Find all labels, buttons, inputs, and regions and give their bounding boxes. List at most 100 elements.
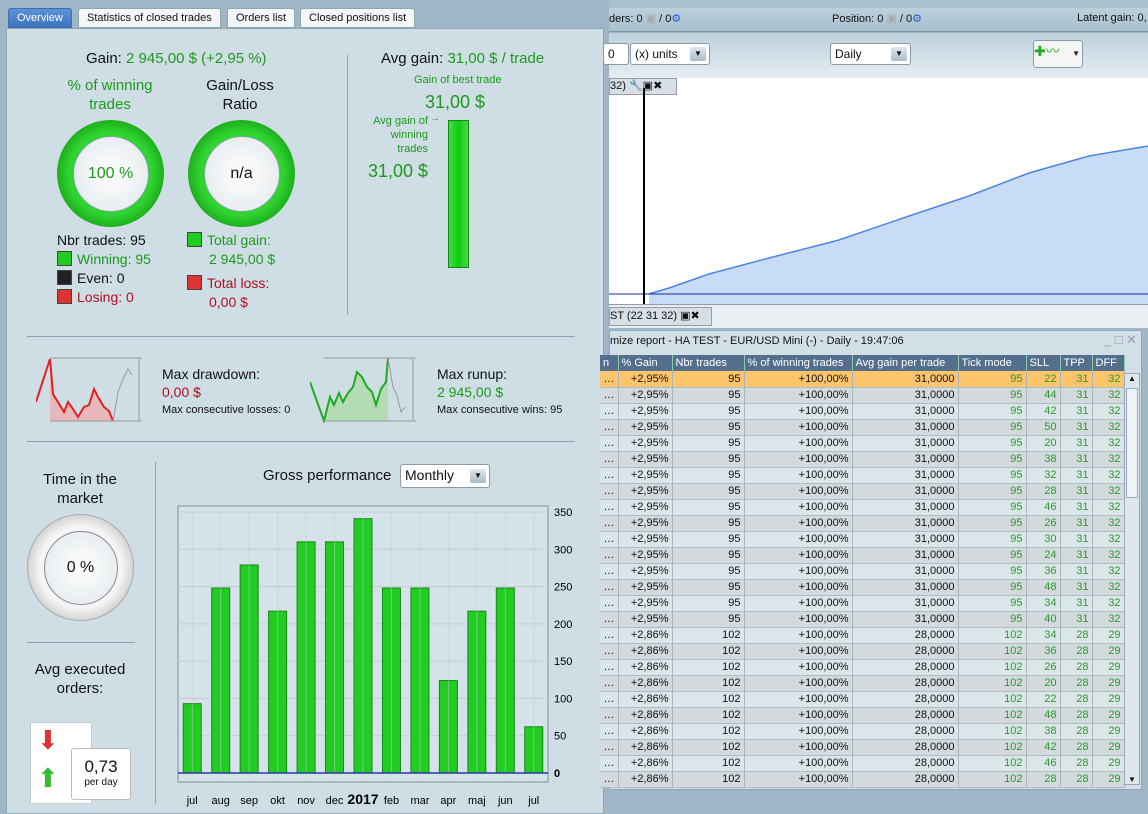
scroll-down-icon[interactable]: ▼ [1128, 775, 1136, 784]
table-cell: 31,0000 [852, 611, 959, 628]
tab-orders-list[interactable]: Orders list [227, 8, 296, 28]
x-tick-label: nov [297, 795, 315, 807]
close-icon[interactable]: ✖ [690, 310, 700, 322]
indicator-button[interactable]: ✚〰 ▼ [1033, 40, 1083, 68]
cancel-icon[interactable]: ▣ [886, 13, 897, 25]
units-value: (x) units [635, 47, 678, 61]
table-cell: … [600, 547, 619, 564]
table-cell: 32 [1092, 403, 1125, 420]
table-row[interactable]: … +2,95% 95 +100,00% 31,0000 95 34 31 32 [600, 595, 1125, 612]
table-row[interactable]: … +2,95% 95 +100,00% 31,0000 95 28 31 32 [600, 483, 1125, 500]
table-row[interactable]: … +2,95% 95 +100,00% 31,0000 95 32 31 32 [600, 467, 1125, 484]
table-row[interactable]: … +2,95% 95 +100,00% 31,0000 95 20 31 32 [600, 435, 1125, 452]
table-cell: +100,00% [744, 627, 853, 644]
table-row[interactable]: … +2,86% 102 +100,00% 28,0000 102 22 28 29 [600, 691, 1125, 708]
column-header[interactable]: TPP [1060, 355, 1093, 371]
table-cell: 29 [1092, 691, 1125, 708]
report-tab[interactable]: ST (22 31 32) ▣✖ [609, 307, 712, 326]
cancel-icon[interactable]: ▣ [645, 13, 657, 25]
table-row[interactable]: … +2,95% 95 +100,00% 31,0000 95 48 31 32 [600, 579, 1125, 596]
table-row[interactable]: … +2,95% 95 +100,00% 31,0000 95 38 31 32 [600, 451, 1125, 468]
table-cell: 34 [1026, 595, 1061, 612]
column-header[interactable]: Tick mode [958, 355, 1027, 371]
column-header[interactable]: Avg gain per trade [852, 355, 959, 371]
table-cell: 28,0000 [852, 723, 959, 740]
table-row[interactable]: … +2,86% 102 +100,00% 28,0000 102 36 28 29 [600, 643, 1125, 660]
table-row[interactable]: … +2,86% 102 +100,00% 28,0000 102 28 28 29 [600, 771, 1125, 788]
maximize-icon[interactable]: □ [1114, 332, 1123, 347]
table-row[interactable]: … +2,95% 95 +100,00% 31,0000 95 22 31 32 [600, 371, 1125, 388]
table-cell: +100,00% [744, 643, 853, 660]
table-cell: 102 [958, 675, 1027, 692]
table-cell: 95 [958, 547, 1027, 564]
table-row[interactable]: … +2,86% 102 +100,00% 28,0000 102 34 28 29 [600, 627, 1125, 644]
win-rate-gauge: 100 % [57, 120, 164, 227]
table-cell: 28 [1060, 675, 1093, 692]
wrench-icon[interactable]: 🔧 [628, 80, 643, 92]
table-row[interactable]: … +2,95% 95 +100,00% 31,0000 95 26 31 32 [600, 515, 1125, 532]
table-cell: 24 [1026, 547, 1061, 564]
table-row[interactable]: … +2,86% 102 +100,00% 28,0000 102 20 28 29 [600, 675, 1125, 692]
tab-statistics-closed-trades[interactable]: Statistics of closed trades [78, 8, 221, 28]
orders-per-day-unit: per day [84, 777, 118, 788]
table-cell: 95 [958, 611, 1027, 628]
column-header[interactable]: % Gain [618, 355, 673, 371]
table-cell: 29 [1092, 627, 1125, 644]
table-cell: … [600, 691, 619, 708]
table-cell: 28,0000 [852, 771, 959, 788]
table-row[interactable]: … +2,95% 95 +100,00% 31,0000 95 42 31 32 [600, 403, 1125, 420]
table-cell: 102 [958, 739, 1027, 756]
quantity-stepper[interactable]: 0 [603, 43, 629, 65]
table-row[interactable]: … +2,95% 95 +100,00% 31,0000 95 24 31 32 [600, 547, 1125, 564]
maximize-icon[interactable]: ▣ [680, 310, 691, 322]
table-row[interactable]: … +2,86% 102 +100,00% 28,0000 102 26 28 29 [600, 659, 1125, 676]
table-row[interactable]: … +2,95% 95 +100,00% 31,0000 95 30 31 32 [600, 531, 1125, 548]
table-cell: 31,0000 [852, 563, 959, 580]
table-cell: +100,00% [744, 723, 853, 740]
tab-overview[interactable]: Overview [8, 8, 72, 28]
runup-label: Max runup: [437, 366, 508, 382]
table-row[interactable]: … +2,86% 102 +100,00% 28,0000 102 38 28 29 [600, 723, 1125, 740]
table-row[interactable]: … +2,95% 95 +100,00% 31,0000 95 40 31 32 [600, 611, 1125, 628]
table-cell: 32 [1092, 371, 1125, 388]
minimize-icon[interactable]: _ [1103, 332, 1111, 347]
units-select[interactable]: (x) units ▼ [630, 43, 710, 65]
table-row[interactable]: … +2,86% 102 +100,00% 28,0000 102 48 28 29 [600, 707, 1125, 724]
table-cell: 102 [958, 659, 1027, 676]
gear-icon[interactable]: ⚙ [671, 13, 682, 25]
maximize-icon[interactable]: ▣ [642, 80, 654, 92]
add-indicator-icon: ✚〰 [1034, 43, 1060, 59]
column-header[interactable]: DFF [1092, 355, 1125, 371]
column-header[interactable]: n [600, 355, 619, 371]
table-row[interactable]: … +2,95% 95 +100,00% 31,0000 95 46 31 32 [600, 499, 1125, 516]
table-cell: 31 [1060, 611, 1093, 628]
close-icon[interactable]: ✖ [653, 80, 663, 92]
close-icon[interactable]: ✕ [1126, 332, 1137, 347]
table-cell: 30 [1026, 531, 1061, 548]
table-cell: 28 [1060, 771, 1093, 788]
table-row[interactable]: … +2,86% 102 +100,00% 28,0000 102 46 28 29 [600, 755, 1125, 772]
table-row[interactable]: … +2,95% 95 +100,00% 31,0000 95 50 31 32 [600, 419, 1125, 436]
scroll-thumb[interactable] [1126, 388, 1138, 498]
table-row[interactable]: … +2,95% 95 +100,00% 31,0000 95 44 31 32 [600, 387, 1125, 404]
tab-closed-positions-list[interactable]: Closed positions list [300, 8, 416, 28]
table-cell: 31,0000 [852, 579, 959, 596]
gear-icon[interactable]: ⚙ [912, 13, 923, 25]
timeframe-select[interactable]: Daily ▼ [830, 43, 911, 65]
time-in-market-gauge: 0 % [27, 514, 134, 621]
y-tick-label: 200 [554, 619, 572, 631]
table-cell: 31,0000 [852, 499, 959, 516]
table-row[interactable]: … +2,95% 95 +100,00% 31,0000 95 36 31 32 [600, 563, 1125, 580]
gross-period-select[interactable]: Monthly ▼ [400, 464, 490, 488]
x-tick-label: okt [270, 795, 285, 807]
column-header[interactable]: SLL [1026, 355, 1061, 371]
y-tick-label: 250 [554, 582, 572, 594]
total-gain-value: 2 945,00 $ [209, 251, 276, 267]
table-cell: +2,95% [618, 531, 673, 548]
column-header[interactable]: % of winning trades [744, 355, 853, 371]
scrollbar[interactable]: ▲ ▼ [1124, 373, 1140, 785]
table-row[interactable]: … +2,86% 102 +100,00% 28,0000 102 42 28 29 [600, 739, 1125, 756]
orders-count: ders: 0 [609, 13, 643, 25]
scroll-up-icon[interactable]: ▲ [1128, 374, 1136, 383]
column-header[interactable]: Nbr trades [672, 355, 745, 371]
